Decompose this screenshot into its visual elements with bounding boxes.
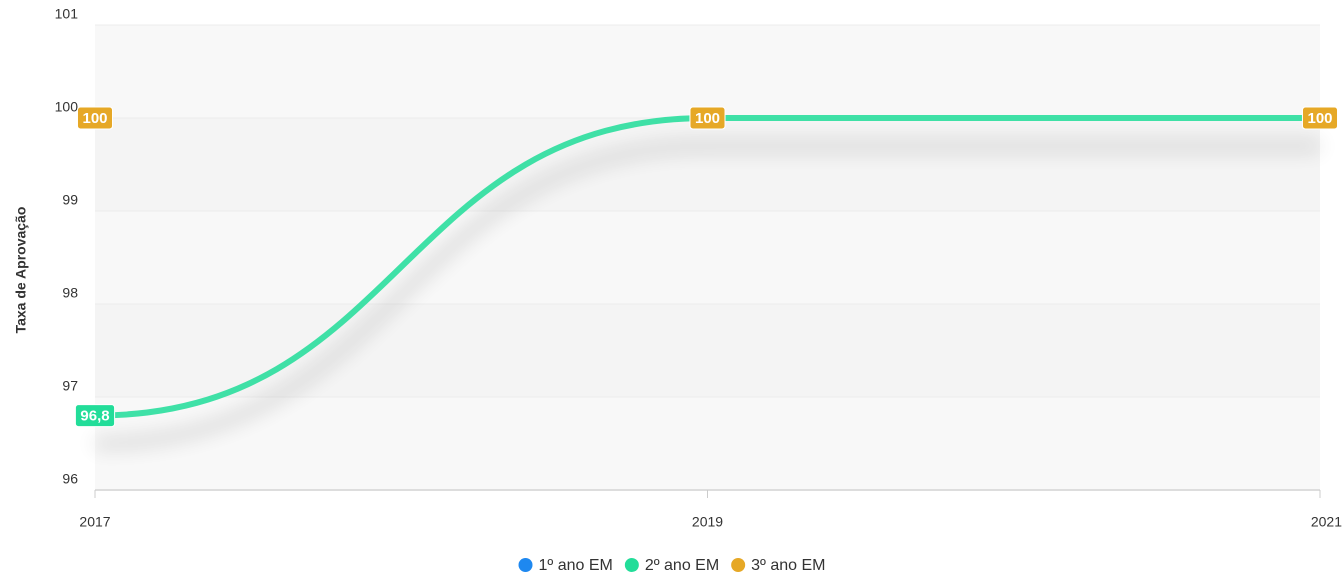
plot-band bbox=[95, 397, 1320, 490]
data-label-box bbox=[689, 106, 726, 130]
y-tick-label: 97 bbox=[62, 378, 78, 394]
data-label: 100 bbox=[689, 106, 726, 130]
legend-label: 1º ano EM bbox=[539, 557, 613, 574]
data-label-box bbox=[1301, 106, 1339, 130]
plot-band bbox=[95, 211, 1320, 304]
data-label-box bbox=[74, 404, 116, 428]
legend-marker bbox=[518, 558, 533, 572]
plot-band bbox=[95, 304, 1320, 397]
legend-label: 3º ano EM bbox=[751, 557, 825, 574]
y-axis-title: Taxa de Aprovação bbox=[13, 207, 29, 334]
data-label-text: 100 bbox=[695, 110, 720, 127]
x-tick-label: 2021 bbox=[1311, 514, 1342, 530]
data-label: 100 bbox=[1301, 106, 1339, 130]
plot-band bbox=[95, 118, 1320, 211]
legend-label: 2º ano EM bbox=[645, 557, 719, 574]
legend-marker bbox=[624, 558, 639, 572]
legend: 1º ano EM 2º ano EM 3º ano EM bbox=[518, 557, 825, 574]
y-tick-label: 98 bbox=[62, 285, 78, 301]
data-label: 96,8 bbox=[74, 404, 116, 428]
data-label-text: 96,8 bbox=[80, 408, 109, 425]
data-label-box bbox=[76, 106, 114, 130]
data-label: 100 bbox=[76, 106, 114, 130]
y-tick-label: 100 bbox=[55, 99, 79, 115]
y-tick-label: 96 bbox=[62, 471, 78, 487]
data-label-text: 100 bbox=[1307, 110, 1332, 127]
plot-band bbox=[95, 25, 1320, 118]
y-tick-label: 99 bbox=[62, 192, 78, 208]
data-label-text: 100 bbox=[82, 110, 107, 127]
x-tick-label: 2019 bbox=[692, 514, 723, 530]
y-tick-label: 101 bbox=[55, 6, 79, 22]
x-tick-label: 2017 bbox=[79, 514, 110, 530]
legend-marker bbox=[731, 558, 746, 572]
